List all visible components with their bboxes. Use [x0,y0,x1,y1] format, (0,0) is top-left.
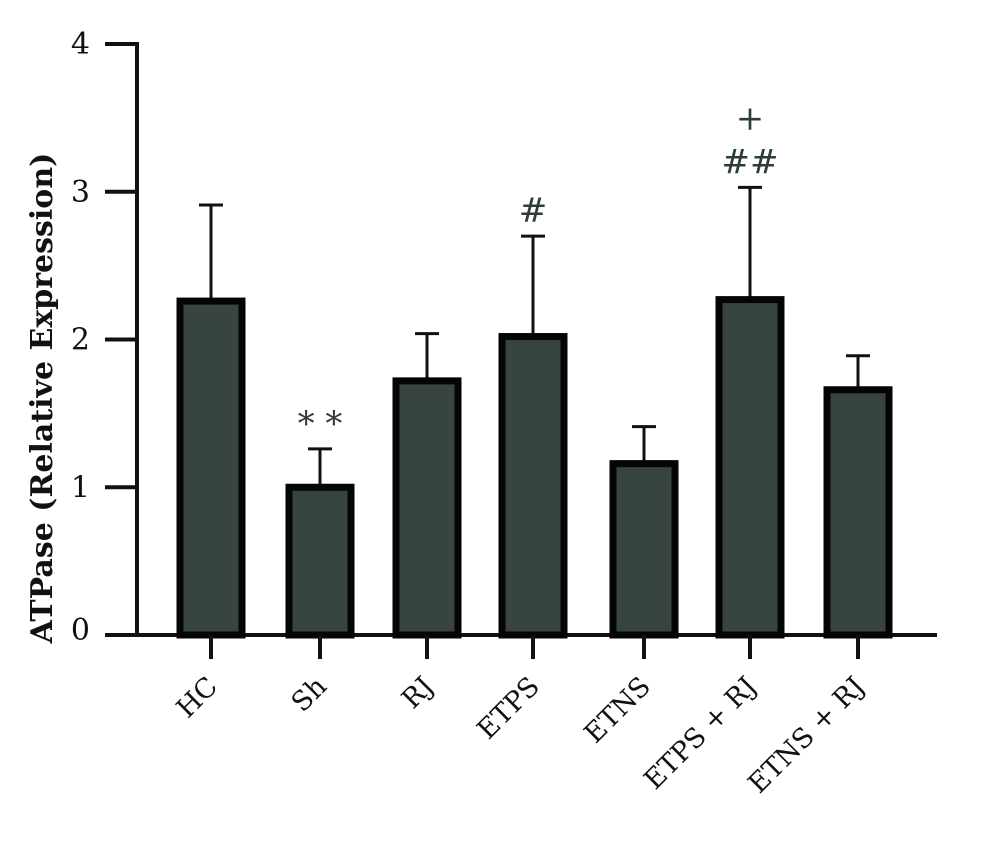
bar [609,460,679,639]
x-tick-label: Sh [286,671,333,718]
x-tick-label: ETNS [579,671,657,749]
y-tick-label: 0 [71,613,90,648]
y-tick-label: 4 [71,27,90,62]
y-tick-label: 3 [71,175,90,210]
bar [285,483,355,639]
x-tick-label: ETNS + RJ [742,671,871,800]
x-tick-label: RJ [396,671,440,715]
significance-annotation: # [519,191,548,231]
x-tick-label: ETPS [471,671,546,746]
x-tick-label: HC [171,671,224,724]
bar [715,296,785,639]
y-tick-label: 2 [71,323,90,358]
y-tick-label: 1 [71,470,90,505]
bar [498,333,568,639]
bar [823,386,893,639]
significance-annotation: * * [298,404,343,444]
bar [392,377,462,639]
y-axis-title: ATPase (Relative Expression) [25,153,60,645]
significance-annotation: ## [722,142,779,182]
bar [176,297,246,639]
significance-annotation: + [736,98,765,138]
